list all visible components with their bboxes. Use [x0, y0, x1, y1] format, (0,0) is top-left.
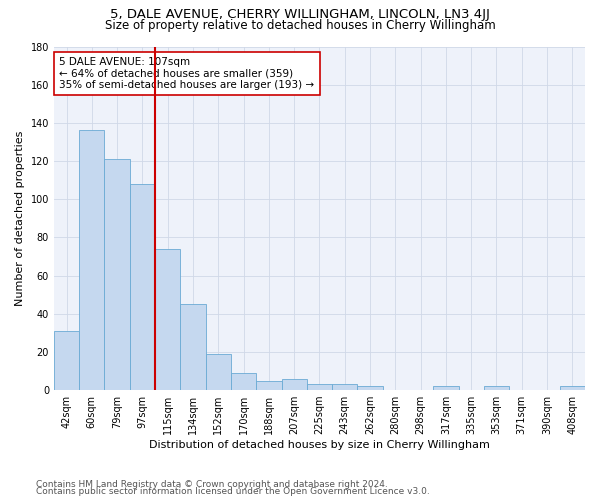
Bar [281, 378, 307, 390]
Bar [181, 304, 206, 390]
Bar [307, 384, 332, 390]
Bar [104, 159, 130, 390]
Y-axis label: Number of detached properties: Number of detached properties [15, 130, 25, 306]
Bar [130, 184, 155, 390]
X-axis label: Distribution of detached houses by size in Cherry Willingham: Distribution of detached houses by size … [149, 440, 490, 450]
Text: Size of property relative to detached houses in Cherry Willingham: Size of property relative to detached ho… [104, 19, 496, 32]
Bar [358, 386, 383, 390]
Bar [79, 130, 104, 390]
Bar [433, 386, 458, 390]
Text: 5 DALE AVENUE: 107sqm
← 64% of detached houses are smaller (359)
35% of semi-det: 5 DALE AVENUE: 107sqm ← 64% of detached … [59, 57, 314, 90]
Bar [332, 384, 358, 390]
Bar [155, 249, 181, 390]
Text: Contains HM Land Registry data © Crown copyright and database right 2024.: Contains HM Land Registry data © Crown c… [36, 480, 388, 489]
Bar [206, 354, 231, 390]
Bar [560, 386, 585, 390]
Text: Contains public sector information licensed under the Open Government Licence v3: Contains public sector information licen… [36, 487, 430, 496]
Bar [54, 331, 79, 390]
Bar [256, 380, 281, 390]
Bar [484, 386, 509, 390]
Text: 5, DALE AVENUE, CHERRY WILLINGHAM, LINCOLN, LN3 4JJ: 5, DALE AVENUE, CHERRY WILLINGHAM, LINCO… [110, 8, 490, 21]
Bar [231, 373, 256, 390]
